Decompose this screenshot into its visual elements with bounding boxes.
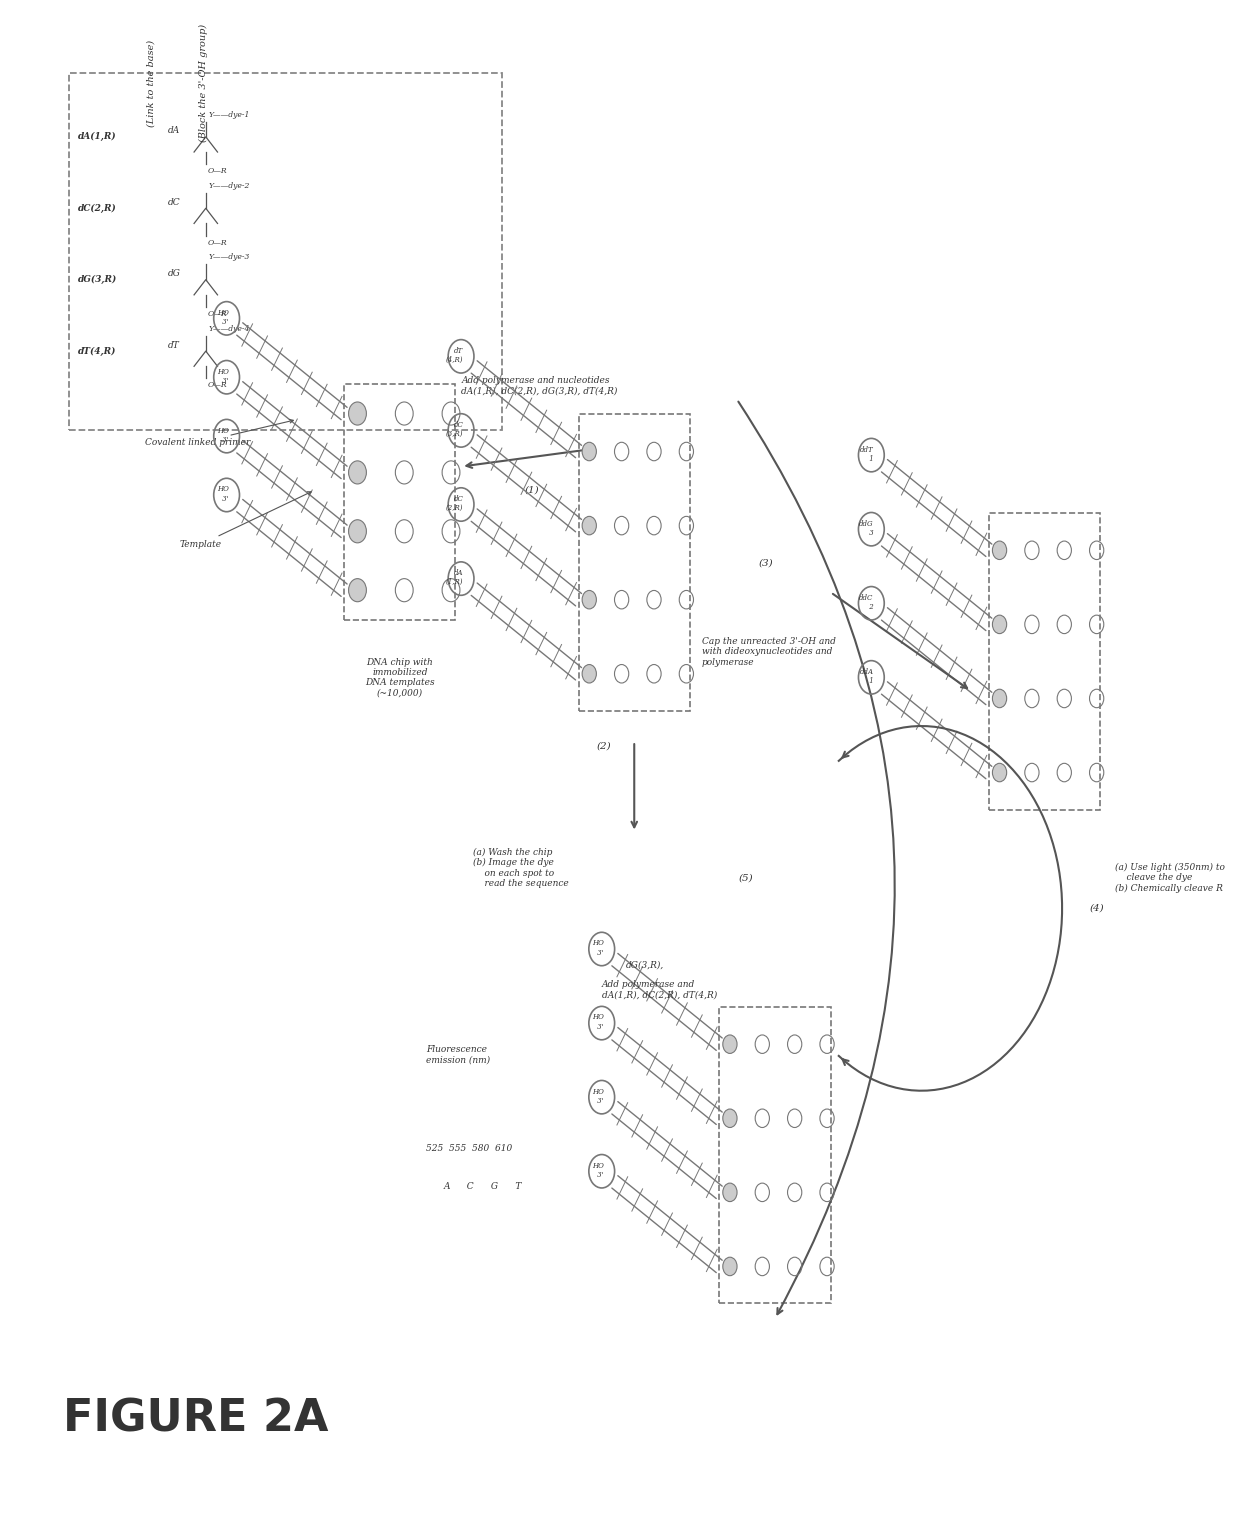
Text: DNA chip with
immobilized
DNA templates
(~10,000): DNA chip with immobilized DNA templates … <box>365 657 434 698</box>
Circle shape <box>348 461 366 484</box>
Text: dC: dC <box>169 197 181 206</box>
Circle shape <box>582 442 596 461</box>
Bar <box>719 1007 831 1303</box>
Text: O—R: O—R <box>208 167 228 176</box>
Text: dC
(2,R): dC (2,R) <box>446 495 464 512</box>
Text: (a) Use light (350nm) to
    cleave the dye
(b) Chemically cleave R: (a) Use light (350nm) to cleave the dye … <box>1115 863 1225 892</box>
Text: dG: dG <box>169 269 181 278</box>
Text: dG(3,R): dG(3,R) <box>78 275 118 284</box>
Circle shape <box>992 616 1007 634</box>
Circle shape <box>582 590 596 610</box>
Circle shape <box>348 402 366 425</box>
Text: Y——dye-2: Y——dye-2 <box>208 182 249 189</box>
Text: 525  555  580  610: 525 555 580 610 <box>427 1144 512 1154</box>
Text: O—R: O—R <box>208 310 228 318</box>
Text: (Link to the base): (Link to the base) <box>146 40 156 127</box>
Text: HO
 3': HO 3' <box>593 940 604 957</box>
Text: HO
 3': HO 3' <box>593 1161 604 1180</box>
Bar <box>68 72 502 429</box>
Text: (2): (2) <box>596 741 611 750</box>
Text: Template: Template <box>180 492 311 549</box>
Text: dT(4,R): dT(4,R) <box>78 347 117 356</box>
Text: dA(1,R): dA(1,R) <box>78 133 117 142</box>
Bar <box>579 414 689 711</box>
Text: HO
 3': HO 3' <box>593 1088 604 1105</box>
Text: Y——dye-3: Y——dye-3 <box>208 254 249 261</box>
Text: HO
 3': HO 3' <box>593 1013 604 1031</box>
Text: (3): (3) <box>759 558 774 567</box>
Text: dC(2,R): dC(2,R) <box>78 203 117 212</box>
Circle shape <box>992 541 1007 559</box>
Text: O—R: O—R <box>208 238 228 246</box>
Circle shape <box>348 579 366 602</box>
Text: dA
(1,R): dA (1,R) <box>446 568 464 587</box>
Text: ddC
 2: ddC 2 <box>859 594 874 611</box>
Text: Covalent linked primer: Covalent linked primer <box>145 419 294 448</box>
Text: (5): (5) <box>738 874 753 883</box>
Circle shape <box>582 665 596 683</box>
Text: Cap the unreacted 3'-OH and
with dideoxynucleotides and
polymerase: Cap the unreacted 3'-OH and with dideoxy… <box>702 637 836 666</box>
Text: HO
 3': HO 3' <box>217 426 229 443</box>
Circle shape <box>723 1034 737 1053</box>
Circle shape <box>723 1183 737 1201</box>
Text: (4): (4) <box>1090 905 1105 912</box>
Circle shape <box>348 520 366 542</box>
Text: dA: dA <box>169 127 181 136</box>
Text: ddG
 3: ddG 3 <box>859 520 874 536</box>
Text: (Block the 3'-OH group): (Block the 3'-OH group) <box>198 24 208 142</box>
Text: dT
(4,R): dT (4,R) <box>446 347 464 364</box>
Text: Add polymerase and
dA(1,R), dC(2,R), dT(4,R): Add polymerase and dA(1,R), dC(2,R), dT(… <box>601 979 717 999</box>
Circle shape <box>992 689 1007 707</box>
Text: A      C      G      T: A C G T <box>444 1183 522 1190</box>
Text: (1): (1) <box>525 486 539 495</box>
Text: O—R: O—R <box>208 382 228 390</box>
Text: ddA
 1: ddA 1 <box>859 668 874 685</box>
Circle shape <box>723 1258 737 1276</box>
Text: HO
 3': HO 3' <box>217 368 229 385</box>
Circle shape <box>723 1109 737 1128</box>
Text: dC
(3,R): dC (3,R) <box>446 420 464 439</box>
Circle shape <box>992 764 1007 782</box>
Text: HO
 3': HO 3' <box>217 309 229 325</box>
Text: ddT
 1: ddT 1 <box>861 446 874 463</box>
Text: dG(3,R),: dG(3,R), <box>625 960 663 969</box>
Text: Y——dye-1: Y——dye-1 <box>208 110 249 119</box>
Text: Fluorescence
emission (nm): Fluorescence emission (nm) <box>427 1045 490 1065</box>
Text: FIGURE 2A: FIGURE 2A <box>63 1397 329 1441</box>
Bar <box>345 384 455 620</box>
Text: HO
 3': HO 3' <box>217 486 229 503</box>
Text: Add polymerase and nucleotides
dA(1,R), dC(2,R), dG(3,R), dT(4,R): Add polymerase and nucleotides dA(1,R), … <box>461 376 618 396</box>
Text: dT: dT <box>169 341 180 350</box>
Text: Y——dye-4: Y——dye-4 <box>208 325 249 333</box>
Text: (a) Wash the chip
(b) Image the dye
    on each spot to
    read the sequence: (a) Wash the chip (b) Image the dye on e… <box>474 848 569 888</box>
Bar <box>988 513 1100 810</box>
Circle shape <box>582 516 596 535</box>
